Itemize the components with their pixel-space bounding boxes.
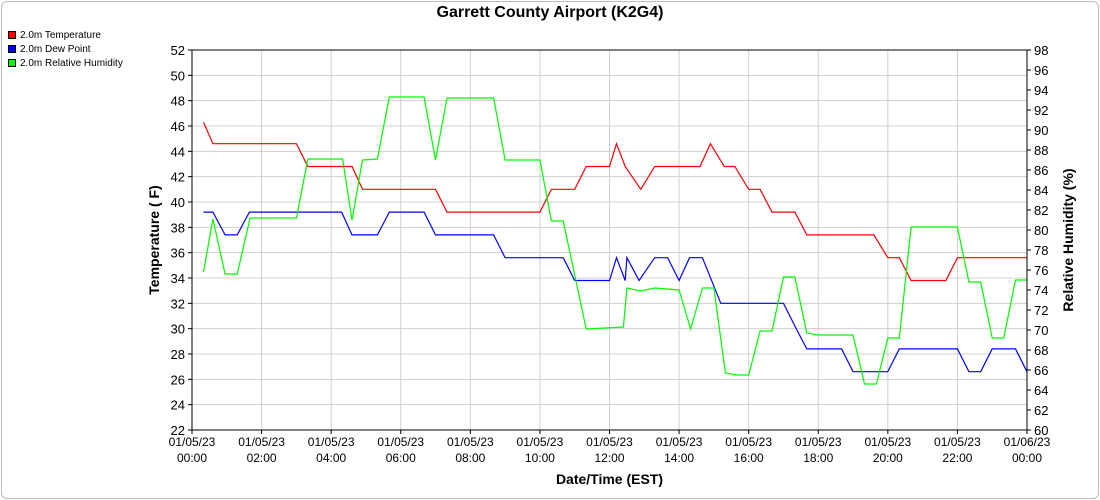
x-tick-label-time: 12:00 [594, 451, 624, 465]
x-tick-label-date: 01/05/23 [656, 435, 703, 449]
y-tick-label-left: 30 [171, 322, 185, 337]
x-tick-label-time: 16:00 [734, 451, 764, 465]
x-tick-label-time: 02:00 [247, 451, 277, 465]
x-tick-label-date: 01/05/23 [377, 435, 424, 449]
legend: 2.0m Temperature 2.0m Dew Point 2.0m Rel… [8, 28, 123, 70]
legend-item-relative-humidity: 2.0m Relative Humidity [8, 56, 123, 70]
y-tick-label-right: 84 [1034, 183, 1048, 198]
y-axis-label-right: Relative Humidity (%) [1060, 168, 1076, 311]
x-tick-label-time: 22:00 [942, 451, 972, 465]
series-line-2-0m-dew-point [203, 211, 1027, 373]
y-tick-label-right: 80 [1034, 223, 1048, 238]
x-tick-label-time: 08:00 [455, 451, 485, 465]
y-tick-label-left: 38 [171, 220, 185, 235]
y-tick-label-right: 72 [1034, 303, 1048, 318]
x-tick-label-time: 14:00 [664, 451, 694, 465]
x-tick-label-date: 01/05/23 [238, 435, 285, 449]
x-tick-label-time: 10:00 [525, 451, 555, 465]
chart-title: Garrett County Airport (K2G4) [436, 4, 664, 21]
y-tick-label-right: 62 [1034, 403, 1048, 418]
x-tick-label-date: 01/05/23 [795, 435, 842, 449]
series-line-2-0m-temperature [202, 121, 1027, 282]
legend-swatch-relative-humidity [8, 59, 16, 67]
x-tick-label-date: 01/05/23 [586, 435, 633, 449]
y-tick-label-left: 34 [171, 271, 185, 286]
legend-label-dew-point: 2.0m Dew Point [20, 43, 91, 55]
y-tick-label-left: 24 [171, 398, 185, 413]
x-tick-label-time: 00:00 [177, 451, 207, 465]
y-tick-label-left: 50 [171, 68, 185, 83]
x-tick-label-time: 04:00 [316, 451, 346, 465]
y-tick-label-left: 28 [171, 347, 185, 362]
y-tick-label-right: 94 [1034, 83, 1048, 98]
x-tick-label-date: 01/05/23 [308, 435, 355, 449]
x-tick-label-time: 20:00 [873, 451, 903, 465]
series-line-2-0m-relative-humidity [202, 96, 1027, 385]
y-tick-label-left: 46 [171, 119, 185, 134]
x-tick-label-date: 01/05/23 [169, 435, 216, 449]
y-tick-label-right: 74 [1034, 283, 1048, 298]
x-tick-label-date: 01/05/23 [864, 435, 911, 449]
legend-swatch-temperature [8, 31, 16, 39]
ticks: 22 24 26 28 30 32 34 36 38 40 42 44 46 48 50 52 60 62 64 66… [169, 43, 1051, 465]
y-axis-label-left: Temperature ( F) [146, 185, 162, 294]
y-tick-label-right: 78 [1034, 243, 1048, 258]
legend-item-temperature: 2.0m Temperature [8, 28, 123, 42]
y-tick-label-right: 70 [1034, 323, 1048, 338]
y-tick-label-left: 44 [171, 144, 185, 159]
y-tick-label-left: 52 [171, 43, 185, 58]
x-tick-label-date: 01/05/23 [517, 435, 564, 449]
x-tick-label-date: 01/06/23 [1004, 435, 1051, 449]
x-tick-label-time: 00:00 [1012, 451, 1042, 465]
y-tick-label-left: 22 [171, 423, 185, 438]
legend-item-dew-point: 2.0m Dew Point [8, 42, 123, 56]
y-tick-label-right: 68 [1034, 343, 1048, 358]
y-tick-label-right: 82 [1034, 203, 1048, 218]
x-tick-label-date: 01/05/23 [725, 435, 772, 449]
y-tick-label-right: 86 [1034, 163, 1048, 178]
x-tick-label-date: 01/05/23 [447, 435, 494, 449]
x-tick-label-time: 06:00 [386, 451, 416, 465]
y-tick-label-right: 60 [1034, 423, 1048, 438]
y-tick-label-left: 36 [171, 246, 185, 261]
y-tick-label-right: 88 [1034, 143, 1048, 158]
y-tick-label-right: 92 [1034, 103, 1048, 118]
grid [191, 49, 1028, 431]
y-tick-label-right: 66 [1034, 363, 1048, 378]
y-tick-label-left: 42 [171, 170, 185, 185]
series-lines [202, 96, 1027, 385]
x-tick-label-time: 18:00 [803, 451, 833, 465]
y-tick-label-right: 64 [1034, 383, 1048, 398]
y-tick-label-right: 98 [1034, 43, 1048, 58]
y-tick-label-left: 32 [171, 296, 185, 311]
y-tick-label-left: 26 [171, 372, 185, 387]
y-tick-label-right: 76 [1034, 263, 1048, 278]
y-tick-label-right: 90 [1034, 123, 1048, 138]
y-tick-label-right: 96 [1034, 63, 1048, 78]
y-tick-label-left: 48 [171, 94, 185, 109]
x-tick-label-date: 01/05/23 [934, 435, 981, 449]
y-tick-label-left: 40 [171, 195, 185, 210]
legend-label-relative-humidity: 2.0m Relative Humidity [20, 57, 123, 69]
legend-label-temperature: 2.0m Temperature [20, 29, 101, 41]
x-axis-label: Date/Time (EST) [556, 471, 663, 487]
legend-swatch-dew-point [8, 45, 16, 53]
